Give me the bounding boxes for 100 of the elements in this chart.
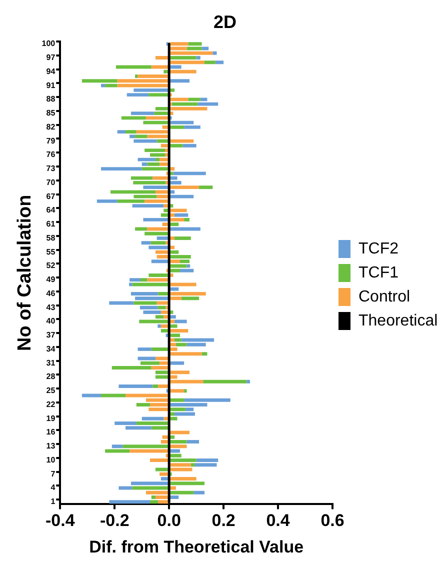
bar <box>158 306 166 310</box>
bar <box>170 482 204 486</box>
bar <box>215 60 224 64</box>
y-axis-title: No of Calculation <box>14 194 36 352</box>
x-tick-label: 0.6 <box>320 511 344 530</box>
bar <box>170 324 178 328</box>
y-tick-label: 22 <box>46 400 56 409</box>
y-tick-label: 49 <box>46 275 56 284</box>
bar <box>160 162 168 166</box>
bar <box>170 218 184 222</box>
bar <box>138 356 156 360</box>
bar <box>174 213 188 217</box>
bar <box>133 180 166 184</box>
bar <box>156 254 168 258</box>
bar <box>170 477 196 480</box>
bar <box>130 278 140 282</box>
bar <box>170 389 184 393</box>
bar <box>138 347 152 351</box>
bar <box>184 218 190 222</box>
bar <box>170 370 190 374</box>
y-tick-label: 40 <box>46 316 56 326</box>
bar <box>170 328 188 332</box>
bar <box>170 416 178 420</box>
bar <box>160 472 168 476</box>
bar <box>170 79 190 83</box>
bar <box>148 93 168 97</box>
y-tick-label: 1 <box>50 497 56 506</box>
y-tick-label: 55 <box>46 247 56 256</box>
y-tick-label: 79 <box>46 136 56 146</box>
bar <box>142 416 164 420</box>
bar <box>164 416 168 420</box>
y-tick-label: 94 <box>46 66 56 76</box>
bar <box>196 56 200 60</box>
bar <box>160 328 168 332</box>
x-axis-title: Dif. from Theoretical Value <box>89 537 304 556</box>
bar <box>151 260 168 264</box>
y-tick-label: 13 <box>46 442 56 451</box>
bar <box>156 139 168 143</box>
bar <box>170 282 196 286</box>
bar <box>170 60 204 64</box>
bar <box>170 380 204 384</box>
y-tick-label: 70 <box>46 178 56 187</box>
legend-label: Theoretical <box>358 312 438 330</box>
x-tick-label: 0.2 <box>212 511 236 530</box>
y-tick-label: 73 <box>46 164 56 174</box>
bar <box>144 148 166 152</box>
bar <box>151 347 168 351</box>
y-tick-label: 85 <box>46 108 56 118</box>
y-tick-label: 58 <box>46 233 56 242</box>
y-tick-label: 10 <box>46 455 56 464</box>
bar <box>166 334 168 338</box>
y-tick-label: 97 <box>46 52 56 62</box>
bar <box>143 310 161 314</box>
bar <box>96 199 118 203</box>
bar <box>158 292 168 296</box>
bar <box>170 65 182 69</box>
bar <box>155 370 168 374</box>
bar <box>170 444 187 448</box>
y-tick-label: 64 <box>46 206 56 215</box>
y-tick-label: 88 <box>46 94 56 104</box>
bar <box>155 56 168 60</box>
bar <box>158 324 161 328</box>
bar <box>170 51 213 55</box>
bar <box>170 227 200 231</box>
x-tick-label: -0.2 <box>100 511 130 530</box>
y-tick-label: 37 <box>46 330 56 340</box>
bar <box>150 241 166 245</box>
bar <box>186 440 200 444</box>
x-tick-label: 0.4 <box>266 511 290 530</box>
y-tick-label: 76 <box>46 150 56 160</box>
y-tick-label: 4 <box>50 483 56 492</box>
y-tick-label: 19 <box>46 414 56 423</box>
bar <box>101 167 142 171</box>
y-tick-label: 46 <box>46 288 56 298</box>
bar <box>117 130 126 134</box>
y-tick-label: 31 <box>46 358 56 368</box>
y-tick-label: 34 <box>46 344 56 354</box>
bar <box>134 301 157 305</box>
bar <box>156 236 168 240</box>
bar <box>116 65 152 69</box>
bar <box>166 241 168 245</box>
bar <box>170 463 191 467</box>
y-tick-label: 7 <box>50 469 56 478</box>
bar <box>202 352 208 356</box>
chart-title: 2D <box>213 12 237 32</box>
y-tick-label: 82 <box>46 122 56 132</box>
bar <box>182 144 196 148</box>
x-tick-label: 0.0 <box>157 511 181 530</box>
legend-label: TCF2 <box>358 240 399 258</box>
bar <box>147 278 168 282</box>
y-tick-label: 16 <box>46 428 56 437</box>
bar <box>135 74 138 78</box>
bar <box>158 384 168 388</box>
bar <box>194 490 204 494</box>
bar <box>109 500 150 504</box>
bar <box>184 389 187 393</box>
bar <box>143 186 168 190</box>
bar <box>181 296 200 300</box>
bar <box>136 403 150 406</box>
y-tick-label: 25 <box>46 386 56 396</box>
